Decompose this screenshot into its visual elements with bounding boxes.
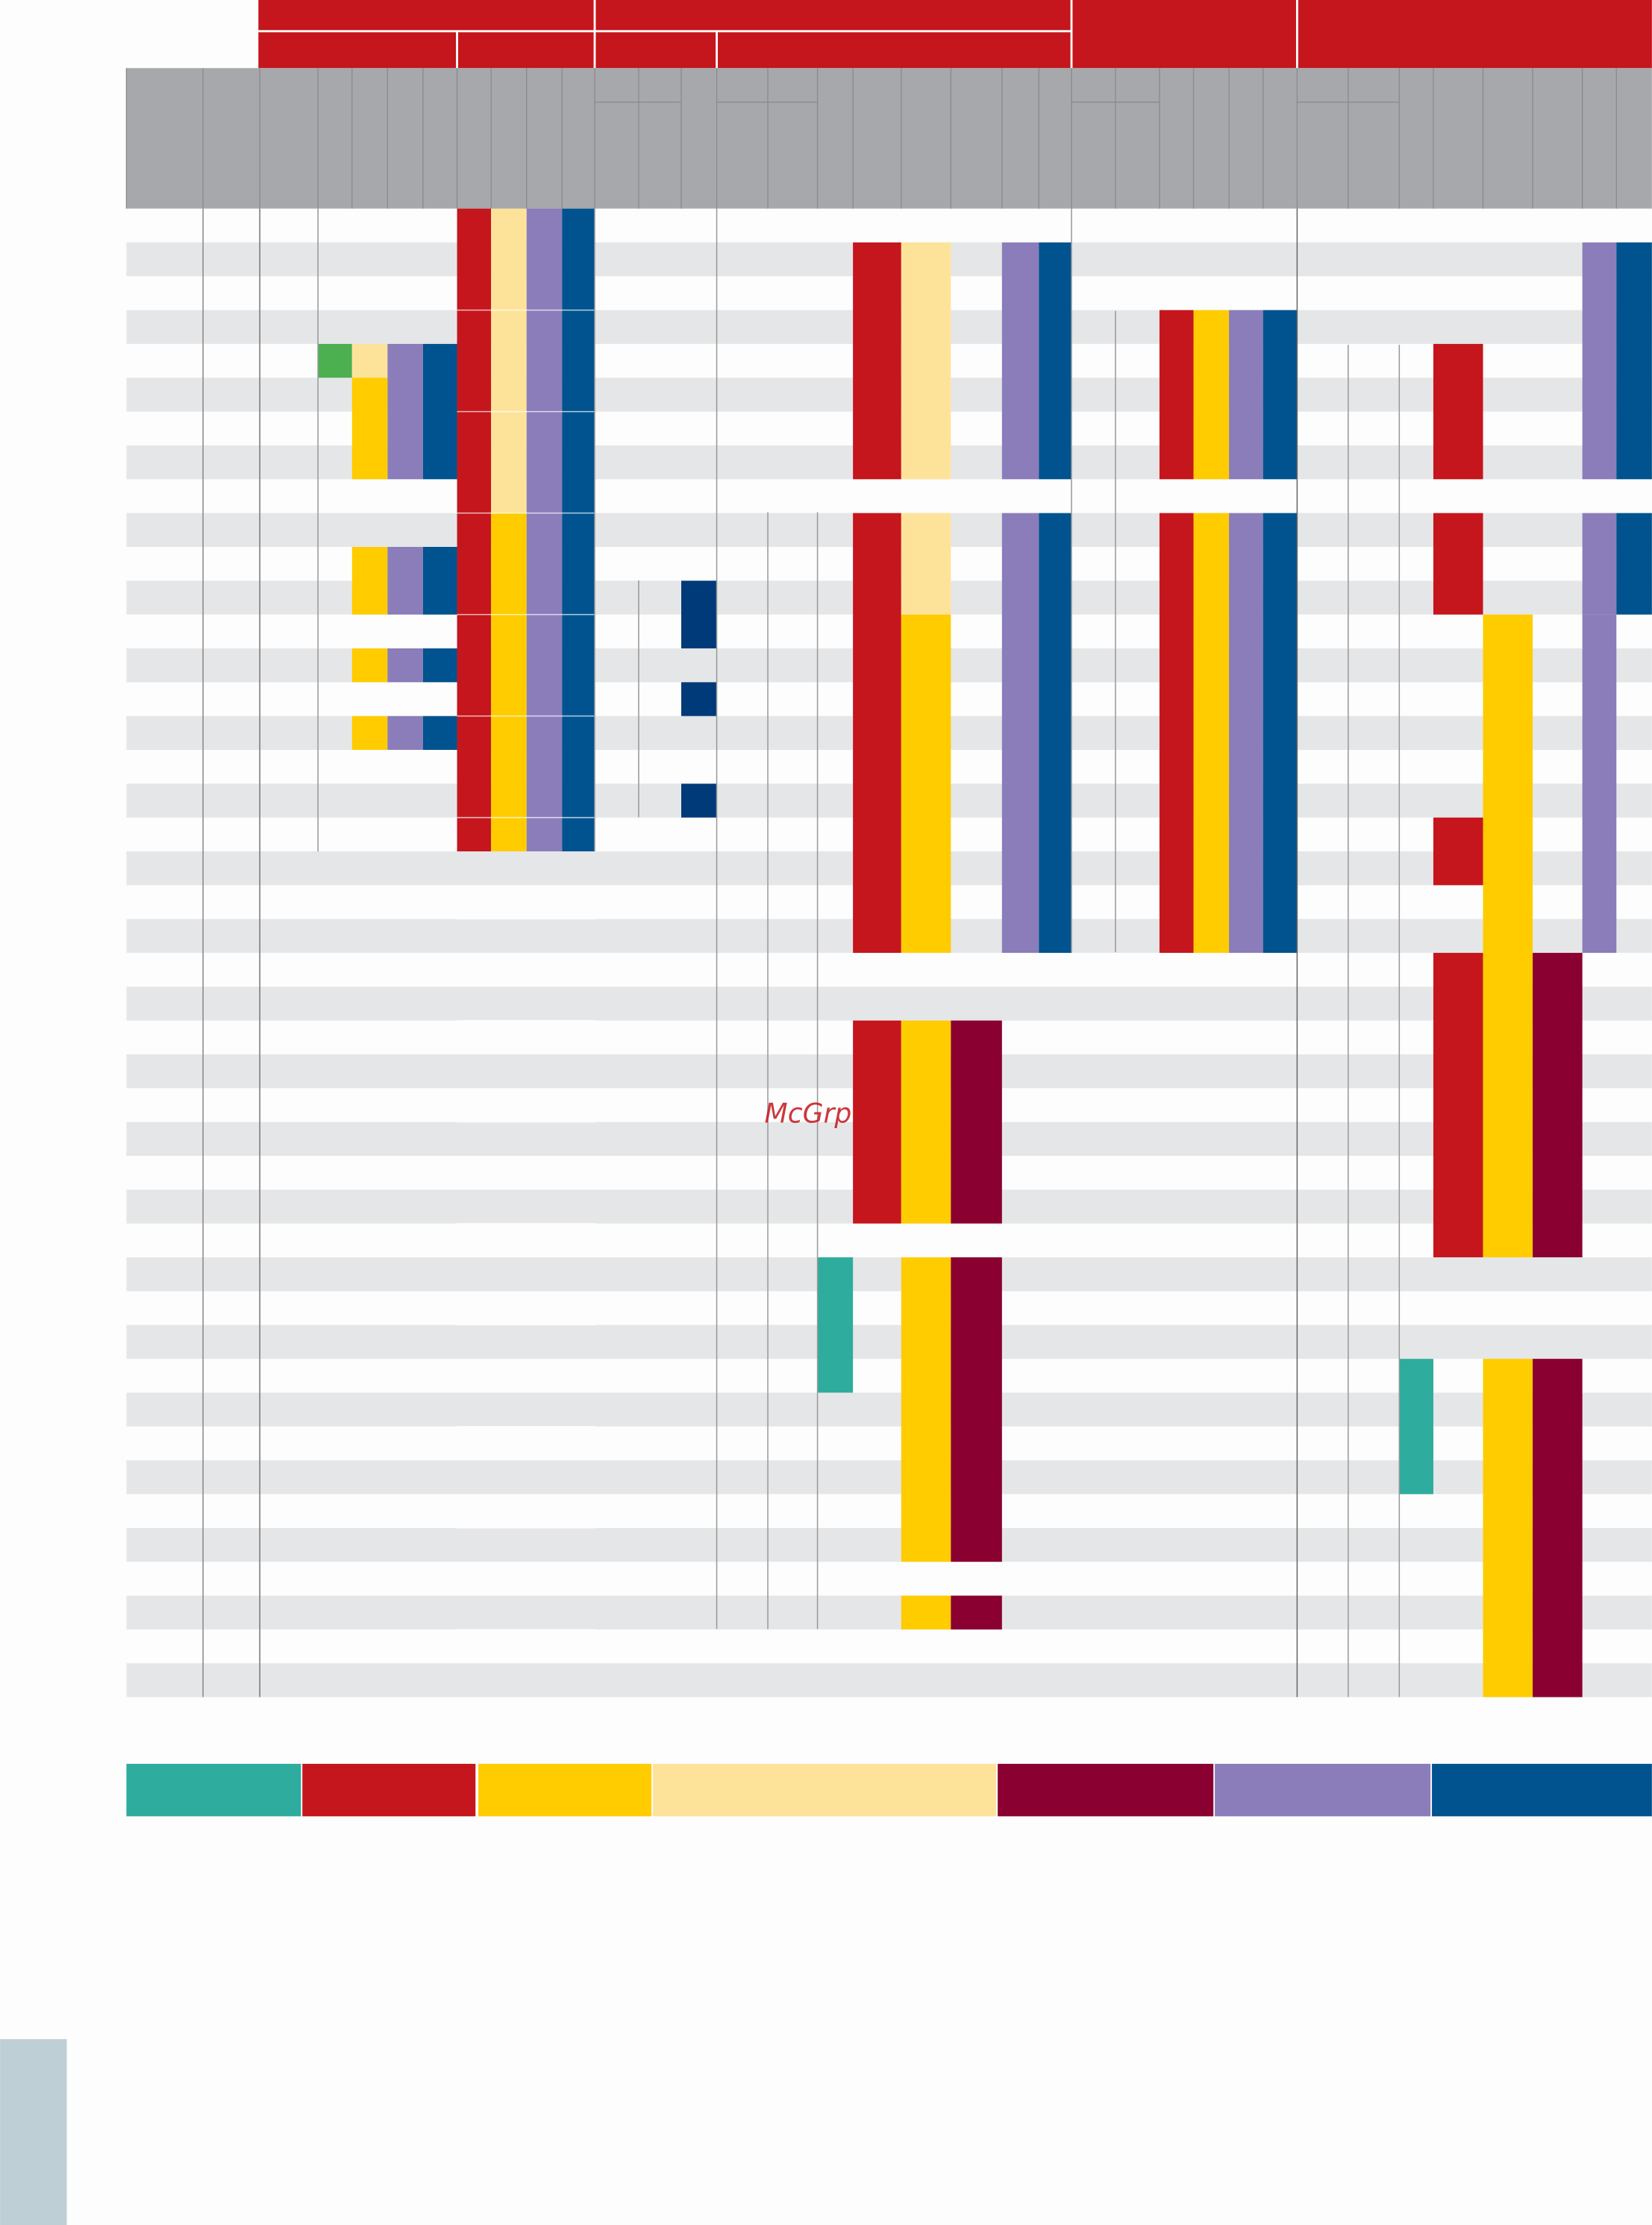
row-stripe <box>126 1663 1652 1697</box>
watermark: McGrp.Ru <box>765 1097 896 1129</box>
color-cell <box>387 648 423 683</box>
legend-swatch <box>1215 1763 1431 1817</box>
color-cell <box>1533 953 1583 1258</box>
color-cell <box>1582 242 1617 480</box>
color-cell <box>951 1257 1002 1562</box>
color-cell <box>951 1020 1002 1224</box>
row-stripe <box>126 1392 1652 1427</box>
color-cell <box>901 1257 951 1562</box>
color-cell <box>351 648 388 683</box>
color-cell <box>422 648 457 683</box>
color-cell <box>1001 513 1039 954</box>
legend-swatch <box>998 1763 1214 1817</box>
color-cell <box>1483 614 1533 954</box>
color-cell <box>901 242 951 480</box>
color-cell <box>318 343 352 378</box>
color-cell <box>351 716 388 751</box>
color-cell <box>491 208 527 513</box>
color-cell <box>1582 513 1617 615</box>
color-cell <box>351 378 388 480</box>
color-cell <box>562 208 595 852</box>
color-cell <box>1263 513 1298 954</box>
column-header-lines <box>125 68 1617 209</box>
grid-lines <box>202 208 1401 1697</box>
color-cell <box>1483 953 1533 1258</box>
legend-swatch <box>478 1763 652 1817</box>
header-dividers <box>258 0 1298 69</box>
row-stripe <box>126 1257 1652 1292</box>
color-cell <box>1433 953 1483 1258</box>
color-cell <box>901 1595 951 1630</box>
color-cell <box>491 513 527 852</box>
color-cell <box>1483 1359 1533 1697</box>
legend-swatch <box>126 1763 301 1817</box>
row-stripe <box>126 1595 1652 1630</box>
header-band <box>258 0 1652 69</box>
color-cell <box>1159 310 1194 480</box>
color-cell <box>1229 310 1263 480</box>
color-cell <box>387 716 423 751</box>
color-cell <box>901 1020 951 1224</box>
color-blocks <box>318 208 1652 1697</box>
color-cell <box>1433 343 1483 480</box>
color-cell <box>1433 513 1483 615</box>
color-cell <box>422 716 457 751</box>
color-cell <box>901 513 951 615</box>
legend-bar <box>126 1763 1652 1817</box>
legend-swatch <box>302 1763 476 1817</box>
color-cell <box>853 242 901 480</box>
legend-swatch <box>652 1763 997 1817</box>
color-cell <box>1263 310 1298 480</box>
color-cell <box>1399 1359 1433 1495</box>
color-cell <box>1193 310 1230 480</box>
page-tab <box>0 2038 67 2225</box>
color-cell <box>1533 1359 1583 1697</box>
color-cell <box>526 208 563 852</box>
color-cell <box>817 1257 854 1393</box>
color-cell <box>681 682 717 716</box>
color-cell <box>681 580 717 648</box>
row-stripe <box>126 1460 1652 1495</box>
color-cell <box>457 208 492 852</box>
color-cell <box>1039 513 1072 954</box>
row-stripe <box>126 986 1652 1021</box>
color-cell <box>951 1595 1002 1630</box>
color-cell <box>387 343 423 480</box>
color-cell <box>853 513 901 954</box>
color-cell <box>1159 513 1194 954</box>
row-stripe <box>126 1527 1652 1562</box>
color-cell <box>387 546 423 615</box>
color-cell <box>901 614 951 954</box>
color-cell <box>351 546 388 615</box>
color-cell <box>1193 513 1230 954</box>
color-cell <box>1039 242 1072 480</box>
color-cell <box>1001 242 1039 480</box>
color-cell <box>351 343 388 378</box>
color-cell <box>1433 817 1483 886</box>
color-cell <box>1616 242 1652 480</box>
legend-swatch <box>1432 1763 1652 1817</box>
color-cell <box>1582 614 1617 954</box>
color-cell <box>422 343 457 480</box>
color-cell <box>1229 513 1263 954</box>
color-cell <box>681 783 717 818</box>
column-header <box>126 68 1652 209</box>
color-cell <box>853 1020 901 1224</box>
row-stripe <box>126 1324 1652 1359</box>
color-cell <box>1616 513 1652 615</box>
color-cell <box>422 546 457 615</box>
